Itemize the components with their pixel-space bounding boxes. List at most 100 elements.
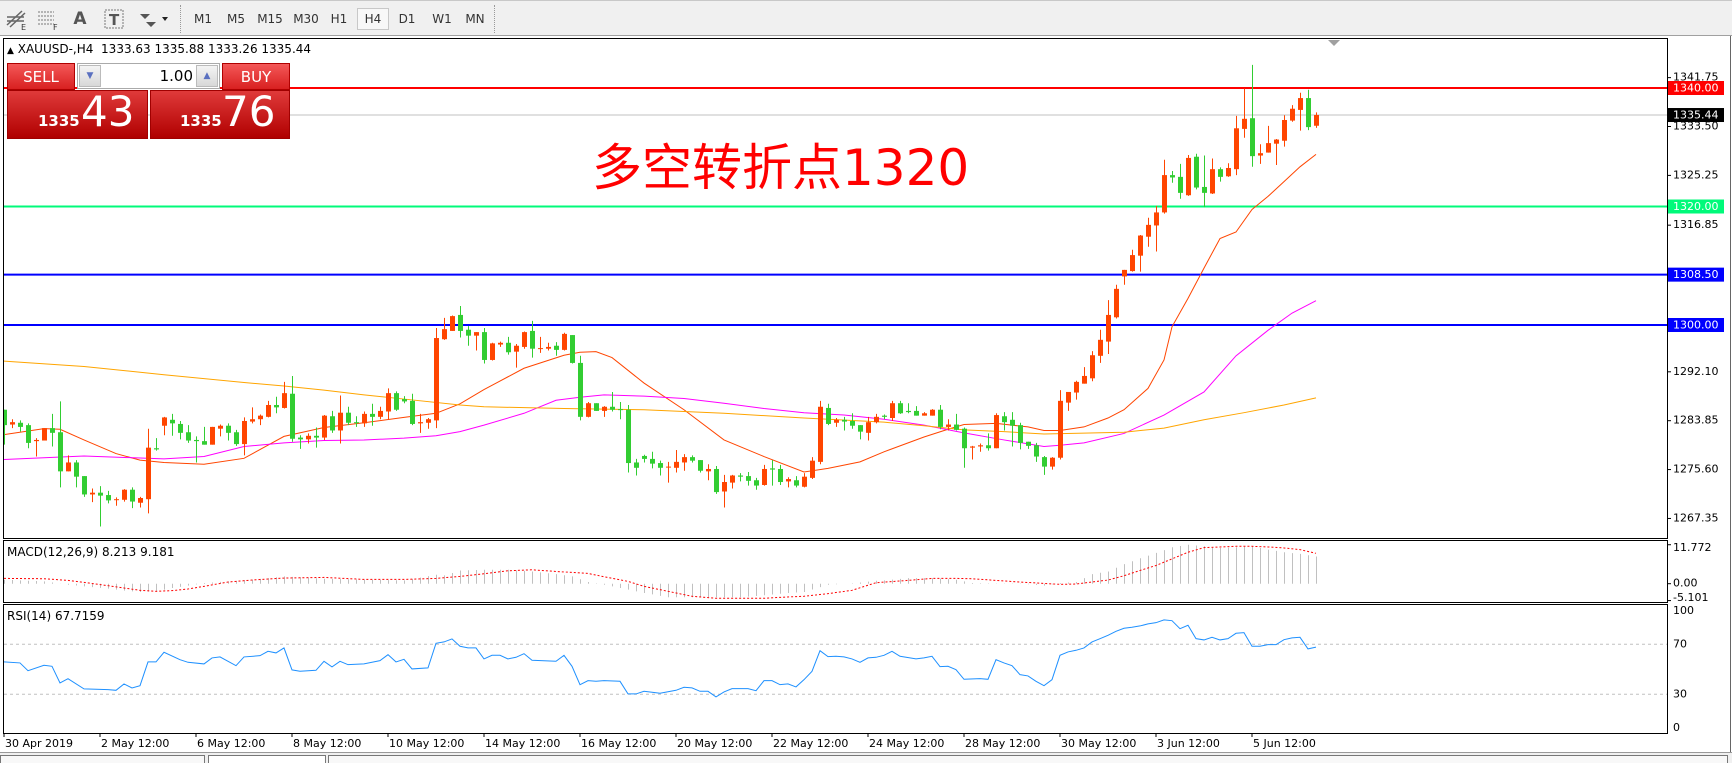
timeframe-d1[interactable]: D1	[398, 12, 416, 26]
candle	[1282, 115, 1287, 147]
candle	[1234, 115, 1239, 176]
candle	[890, 400, 895, 421]
candle	[226, 423, 231, 441]
candle	[1002, 412, 1007, 431]
lot-size-value[interactable]: 1.00	[159, 67, 193, 85]
chart-tab[interactable]	[328, 755, 1728, 763]
candle	[946, 419, 951, 431]
candle	[1050, 457, 1055, 470]
timeframe-w1[interactable]: W1	[432, 12, 452, 26]
candle	[570, 335, 575, 364]
buy-price-box[interactable]: 1335 76	[150, 87, 290, 139]
candle-body	[394, 393, 399, 410]
text-label-icon[interactable]: T	[102, 7, 126, 31]
candle	[642, 454, 647, 463]
candle	[1314, 112, 1319, 128]
candle-body	[546, 346, 551, 349]
lot-increase-button[interactable]: ▲	[196, 65, 218, 87]
sell-button[interactable]: SELL	[7, 63, 75, 90]
candle	[442, 317, 447, 340]
chart-annotation-text[interactable]: 多空转折点1320	[592, 139, 970, 197]
candle-body	[410, 400, 415, 424]
macd-axis-label: 0.00	[1673, 577, 1698, 590]
candle	[1042, 455, 1047, 475]
chart-tab-active[interactable]	[208, 755, 326, 763]
rsi-label: RSI(14) 67.7159	[7, 609, 105, 623]
timeframe-m30[interactable]: M30	[293, 12, 319, 26]
candle-body	[386, 393, 391, 412]
candle-body	[162, 417, 167, 426]
candle	[674, 450, 679, 473]
candle	[538, 336, 543, 353]
candle-body	[418, 422, 423, 424]
moving-average-ma_slow	[4, 360, 1317, 435]
lot-size-field[interactable]: ▼ 1.00 ▲	[77, 63, 220, 89]
candle-body	[154, 448, 159, 450]
timeframe-h1[interactable]: H1	[330, 12, 348, 26]
timeframe-h4[interactable]: H4	[357, 8, 389, 30]
candle	[154, 438, 159, 451]
candle	[434, 327, 439, 429]
candle	[466, 326, 471, 346]
candle-body	[1250, 118, 1255, 157]
candle	[146, 428, 151, 514]
candle-body	[458, 314, 463, 331]
fibonacci-expansion-icon[interactable]: E	[4, 7, 30, 31]
moving-average-ma_mid	[4, 300, 1317, 460]
buy-button[interactable]: BUY	[222, 63, 290, 90]
candle	[986, 433, 991, 451]
sell-price-box[interactable]: 1335 43	[7, 87, 148, 139]
candle	[450, 315, 455, 331]
rsi-panel[interactable]	[3, 604, 1668, 734]
candle-body	[1306, 98, 1311, 128]
collapse-triangle-icon[interactable]: ▲	[7, 46, 14, 56]
candle	[122, 489, 127, 502]
candle	[810, 457, 815, 480]
timeframe-m5[interactable]: M5	[227, 12, 245, 26]
chart-tab[interactable]	[0, 755, 205, 763]
candle	[874, 413, 879, 424]
candle	[1178, 163, 1183, 199]
lot-decrease-button[interactable]: ▼	[79, 65, 101, 87]
time-axis-label: 10 May 12:00	[389, 737, 464, 750]
macd-label: MACD(12,26,9) 8.213 9.181	[7, 545, 175, 559]
candle-body	[1218, 169, 1223, 177]
candle-body	[1106, 314, 1111, 342]
candle-body	[1114, 288, 1119, 318]
timeframe-mn[interactable]: MN	[465, 12, 485, 26]
candle-body	[746, 476, 751, 481]
candle	[1026, 441, 1031, 449]
candle-body	[1018, 425, 1023, 443]
candle	[330, 410, 335, 433]
candle	[250, 407, 255, 424]
candle	[962, 427, 967, 468]
candle	[866, 416, 871, 441]
symbol-header: ▲ XAUUSD-,H4 1333.63 1335.88 1333.26 133…	[7, 42, 311, 56]
candle	[730, 474, 735, 489]
arrows-dropdown-icon[interactable]	[136, 7, 172, 31]
candle	[858, 425, 863, 440]
candle	[770, 460, 775, 486]
candle-body	[466, 329, 471, 336]
candle	[1066, 391, 1071, 411]
timeframe-m1[interactable]: M1	[194, 12, 212, 26]
macd-axis-label: 11.772	[1673, 541, 1712, 554]
timeframe-m15[interactable]: M15	[257, 12, 283, 26]
price-axis-label: 1316.85	[1673, 218, 1719, 231]
candle-body	[810, 460, 815, 478]
candle	[754, 477, 759, 490]
candle-body	[130, 489, 135, 502]
candle-body	[1170, 175, 1175, 178]
candle-body	[170, 419, 175, 424]
candle	[994, 413, 999, 449]
candle	[714, 466, 719, 494]
candle-body	[738, 475, 743, 477]
candle-body	[930, 409, 935, 416]
price-axis-label: 1267.35	[1673, 511, 1719, 524]
fibonacci-fan-icon[interactable]: F	[34, 7, 60, 31]
candle	[1082, 367, 1087, 384]
candle	[362, 411, 367, 427]
candle	[738, 473, 743, 482]
text-icon[interactable]: A	[73, 9, 87, 29]
candle	[1298, 92, 1303, 131]
